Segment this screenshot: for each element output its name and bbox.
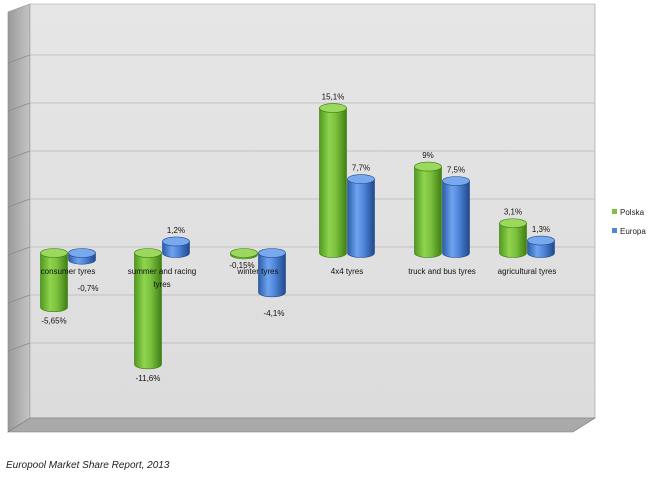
- bar-cap: [40, 248, 68, 258]
- chart-area: consumer tyres summer and racing tyres wint…: [6, 3, 646, 433]
- bar-cap: [134, 248, 162, 258]
- gridline-side: [7, 294, 31, 304]
- bar-body: [134, 252, 162, 370]
- bar-body: [347, 178, 375, 258]
- bar-cap: [68, 248, 96, 258]
- bar-polska-5: [414, 161, 442, 258]
- value-label: 3,1%: [504, 208, 522, 217]
- bar-body: [527, 240, 555, 258]
- bar-body: [319, 107, 347, 258]
- bar-cap: [162, 236, 190, 247]
- gridline-side: [7, 246, 31, 256]
- legend-label-europa: Europa: [620, 227, 646, 236]
- category-label: consumer tyres: [41, 267, 96, 276]
- bar-cap: [230, 248, 258, 258]
- bar-europa-4: [347, 174, 375, 258]
- bar-polska-1: [40, 248, 68, 313]
- category-label: tyres: [153, 280, 170, 289]
- bar-europa-3: [258, 248, 286, 298]
- category-labels: consumer tyres summer and racing tyres wint…: [41, 267, 557, 289]
- legend-swatch-polska: [612, 209, 617, 214]
- value-label: 9%: [422, 151, 434, 160]
- value-label: 7,5%: [447, 166, 465, 175]
- bar-cap: [347, 174, 375, 184]
- category-label: 4x4 tyres: [331, 267, 363, 276]
- chart-frame: consumer tyres summer and racing tyres wint…: [6, 3, 646, 433]
- chart-side-wall: [7, 3, 31, 433]
- gridline-side: [7, 54, 31, 64]
- bar-cap: [527, 235, 555, 246]
- value-label: -4,1%: [264, 309, 285, 318]
- category-label: truck and bus tyres: [408, 267, 476, 276]
- value-label: 15,1%: [322, 93, 345, 102]
- bar-body: [258, 252, 286, 298]
- legend-swatch-europa: [612, 228, 617, 233]
- bar-polska-3: [230, 248, 258, 260]
- value-label: -0,7%: [78, 284, 99, 293]
- bar-polska-6: [499, 218, 527, 258]
- value-labels: -5,65% -0,7% -11,6% 1,2% -0,15% -4,1% 15,1% 7,7…: [41, 93, 550, 383]
- bar-polska-4: [319, 103, 347, 258]
- bar-body: [442, 180, 470, 258]
- bar-europa-5: [442, 176, 470, 258]
- bar-cap: [499, 218, 527, 229]
- category-label: agricultural tyres: [498, 267, 557, 276]
- chart-floor: [6, 417, 597, 433]
- legend-label-polska: Polska: [620, 208, 645, 217]
- bar-polska-2: [134, 248, 162, 370]
- gridline-side: [7, 102, 31, 112]
- gridline-side: [7, 342, 31, 352]
- gridline-side: [7, 198, 31, 208]
- bar-europa-2: [162, 236, 190, 258]
- value-label: -5,65%: [41, 317, 66, 326]
- bar-cap: [258, 248, 286, 258]
- bar-europa-6: [527, 235, 555, 258]
- value-label: 1,3%: [532, 225, 550, 234]
- bar-body: [499, 222, 527, 258]
- category-label: winter tyres: [237, 267, 279, 276]
- chart-caption: Europool Market Share Report, 2013: [6, 460, 170, 471]
- gridlines: [7, 54, 595, 352]
- bar-cap: [442, 176, 470, 186]
- bar-body: [414, 166, 442, 258]
- bar-cap: [414, 161, 442, 172]
- value-label: 1,2%: [167, 226, 185, 235]
- value-label: 7,7%: [352, 164, 370, 173]
- value-label: -0,15%: [229, 261, 254, 270]
- bar-europa-1: [68, 248, 96, 265]
- value-label: -11,6%: [136, 374, 161, 383]
- bars: [40, 103, 555, 370]
- category-label: summer and racing: [128, 267, 196, 276]
- gridline-side: [7, 150, 31, 160]
- legend: Polska Europa: [612, 208, 646, 236]
- plot-area: [6, 3, 597, 433]
- bar-body: [40, 252, 68, 313]
- bar-cap: [319, 103, 347, 113]
